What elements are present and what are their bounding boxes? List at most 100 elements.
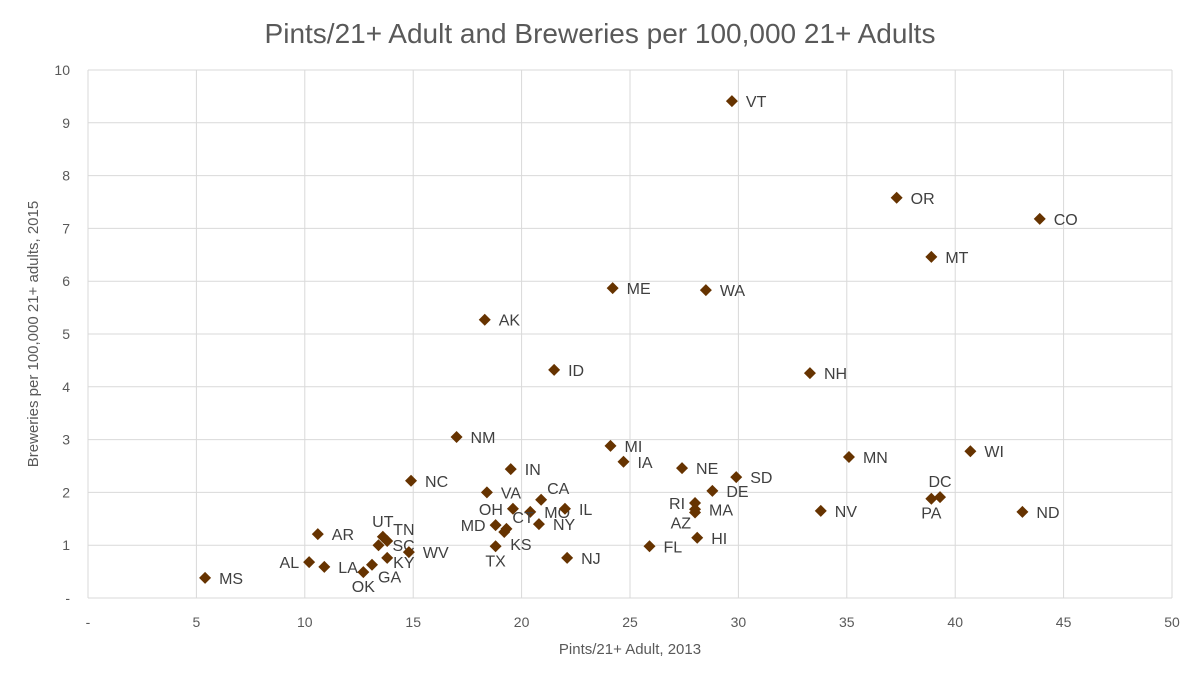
y-axis-label: Breweries per 100,000 21+ adults, 2015 <box>25 201 42 467</box>
data-label: WV <box>423 545 449 562</box>
data-label: LA <box>338 560 358 577</box>
data-label: WI <box>984 444 1004 461</box>
y-tick-label: 10 <box>54 62 70 78</box>
data-point-mt <box>925 250 938 263</box>
data-point-ks <box>498 526 511 538</box>
data-label: TN <box>393 522 414 539</box>
data-point-nv <box>814 504 827 517</box>
data-label: AR <box>332 527 354 544</box>
data-point-wa <box>699 284 712 297</box>
data-point-nd <box>1016 505 1029 518</box>
data-point-tx <box>489 540 502 553</box>
data-label: PA <box>921 506 941 523</box>
data-point-me <box>606 282 619 295</box>
data-point-sc <box>372 539 385 552</box>
data-label: CA <box>547 481 570 498</box>
data-point-in <box>504 463 517 476</box>
data-point-ne <box>676 462 689 475</box>
data-point-ca <box>535 493 548 506</box>
data-label: IA <box>637 455 652 472</box>
x-tick-label: 35 <box>839 614 855 630</box>
x-tick-label: 25 <box>622 614 638 630</box>
data-label: NY <box>553 517 576 534</box>
data-point-sd <box>730 471 743 484</box>
data-label: MD <box>461 518 486 535</box>
data-point-md <box>489 519 502 532</box>
data-point-id <box>548 363 561 376</box>
y-tick-label: 8 <box>62 168 70 184</box>
y-tick-label: - <box>65 590 70 606</box>
data-label: DE <box>726 484 748 501</box>
data-point-oh <box>506 502 519 515</box>
y-tick-label: 3 <box>62 432 70 448</box>
data-label: NE <box>696 461 718 478</box>
data-label: AL <box>280 555 300 572</box>
data-label: NV <box>835 504 858 521</box>
x-axis-label: Pints/21+ Adult, 2013 <box>559 641 701 658</box>
data-label: ME <box>627 281 651 298</box>
x-tick-label: 40 <box>947 614 963 630</box>
data-label: RI <box>669 496 685 513</box>
data-label: MA <box>709 502 733 519</box>
data-point-va <box>480 486 493 499</box>
x-tick-label: 15 <box>405 614 421 630</box>
data-point-mi <box>604 439 617 452</box>
data-label: DC <box>928 474 951 491</box>
data-label: MS <box>219 571 243 588</box>
y-tick-label: 5 <box>62 326 70 342</box>
data-label: MN <box>863 450 888 467</box>
data-label: VT <box>746 94 767 111</box>
data-point-mo <box>524 505 537 518</box>
data-point-nh <box>803 367 816 380</box>
y-tick-label: 7 <box>62 220 70 236</box>
y-tick-label: 2 <box>62 484 70 500</box>
data-point-az <box>689 506 702 519</box>
x-tick-label: 50 <box>1164 614 1180 630</box>
data-point-ga <box>366 558 379 571</box>
data-label: OR <box>911 191 935 208</box>
data-label: ND <box>1036 505 1059 522</box>
data-point-ok <box>357 566 370 579</box>
x-tick-label: - <box>86 614 91 630</box>
data-point-vt <box>725 95 738 108</box>
data-label: HI <box>711 531 727 548</box>
x-tick-label: 10 <box>297 614 313 630</box>
data-point-mn <box>842 451 855 464</box>
y-tick-label: 9 <box>62 115 70 131</box>
data-point-al <box>303 556 316 569</box>
gridlines <box>87 69 1173 599</box>
data-label: GA <box>378 570 401 587</box>
x-tick-label: 20 <box>514 614 530 630</box>
data-point-wv <box>402 546 415 559</box>
data-label: IL <box>579 502 592 519</box>
x-tick-label: 30 <box>731 614 747 630</box>
data-point-pa <box>925 492 938 505</box>
data-label: MI <box>624 439 642 456</box>
data-label: CO <box>1054 212 1078 229</box>
x-tick-label: 5 <box>193 614 201 630</box>
data-point-ia <box>617 455 630 468</box>
data-point-hi <box>691 531 704 544</box>
data-point-ky <box>381 551 394 564</box>
data-label: NH <box>824 366 847 383</box>
data-point-ri <box>689 496 702 509</box>
y-tick-label: 4 <box>62 379 70 395</box>
chart-title: Pints/21+ Adult and Breweries per 100,00… <box>265 18 936 49</box>
data-point-il <box>558 502 571 515</box>
data-point-de <box>706 484 719 497</box>
x-tick-label: 45 <box>1056 614 1072 630</box>
data-label: OK <box>352 579 375 596</box>
data-point-ms <box>199 571 212 584</box>
data-label: AZ <box>671 515 692 532</box>
data-label: OH <box>479 502 503 519</box>
data-label: FL <box>664 539 683 556</box>
data-point-nj <box>561 551 574 564</box>
data-point-ak <box>478 313 491 326</box>
data-label: ID <box>568 363 584 380</box>
data-label: UT <box>372 514 394 531</box>
data-label: SD <box>750 470 772 487</box>
data-label: WA <box>720 283 746 300</box>
